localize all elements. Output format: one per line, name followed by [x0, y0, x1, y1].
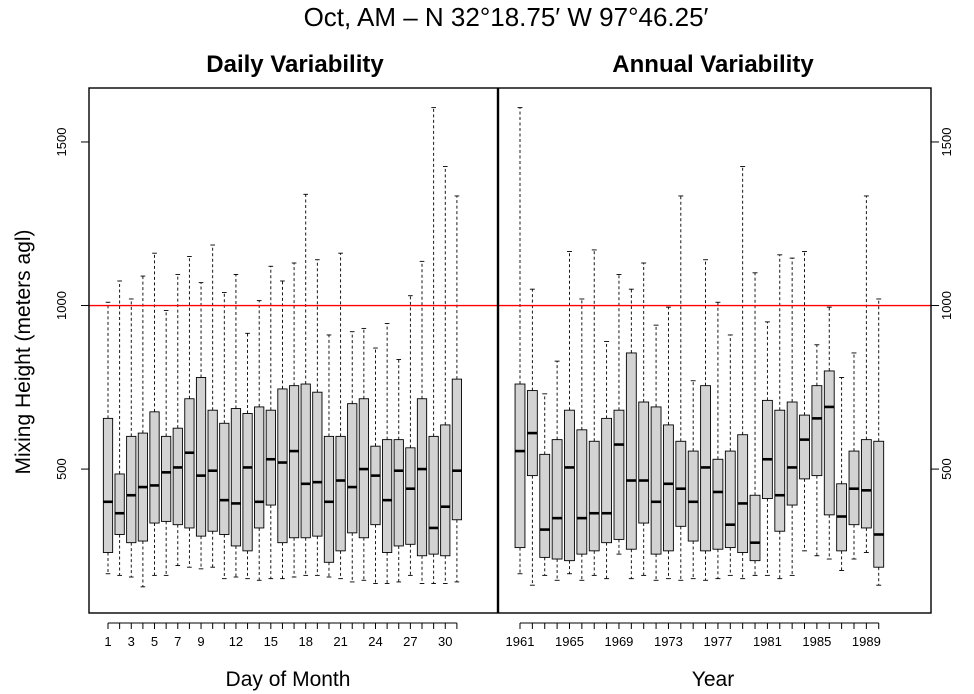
box-annual-1969: [613, 409, 625, 540]
box-daily-7: [172, 427, 183, 526]
x-tick-label-daily-18: 18: [298, 634, 312, 649]
box-daily-3: [126, 435, 137, 544]
x-axis-title-daily: Day of Month: [226, 668, 351, 691]
x-tick-label-annual-1965: 1965: [555, 634, 584, 649]
panel-title-annual: Annual Variability: [612, 51, 814, 78]
box-daily-16: [277, 388, 288, 544]
box-daily-11: [219, 422, 230, 535]
box-annual-1984: [799, 414, 810, 480]
box-annual-1982: [774, 409, 786, 532]
y-tick-label-left-500: 500: [54, 458, 69, 480]
x-tick-label-daily-9: 9: [197, 634, 204, 649]
box-daily-8: [184, 398, 195, 529]
x-tick-label-annual-1977: 1977: [703, 634, 732, 649]
x-tick-label-daily-3: 3: [128, 634, 135, 649]
box-annual-1970: [625, 352, 637, 550]
box-annual-1965: [564, 409, 575, 562]
box-daily-15: [265, 409, 276, 506]
y-tick-label-left-1000: 1000: [54, 291, 69, 320]
y-tick-label-right-500: 500: [939, 458, 954, 480]
box-daily-29: [428, 435, 439, 555]
x-tick-label-daily-30: 30: [438, 634, 452, 649]
box-annual-1981: [762, 399, 773, 499]
box-annual-1975: [687, 450, 699, 542]
x-axis-title-annual: Year: [692, 668, 734, 691]
box-daily-2: [114, 473, 125, 535]
x-tick-label-daily-12: 12: [229, 634, 243, 649]
box-daily-12: [230, 408, 242, 547]
box-annual-1978: [724, 450, 736, 549]
chart-title: Oct, AM – N 32°18.75′ W 97°46.25′: [304, 2, 709, 32]
box-annual-1986: [823, 370, 835, 516]
box-annual-1974: [675, 440, 687, 527]
y-tick-label-right-1000: 1000: [939, 291, 954, 320]
box-daily-13: [242, 413, 253, 552]
y-tick-label-left-1500: 1500: [54, 128, 69, 157]
box-daily-28: [416, 398, 428, 557]
x-tick-label-annual-1985: 1985: [802, 634, 831, 649]
box-annual-1966: [576, 429, 588, 555]
plot-area: 1 3 5 7 9 12 15 18 21 24 27 30 1961 1965 1969 1973 1977 1…: [54, 87, 954, 649]
box-daily-20: [323, 435, 335, 563]
box-annual-1977: [712, 458, 724, 550]
box-daily-31: [451, 378, 463, 521]
plot-frame: [88, 87, 932, 614]
box-annual-1972: [650, 406, 662, 555]
box-annual-1973: [663, 424, 674, 552]
box-daily-22: [347, 403, 358, 534]
x-tick-label-annual-1989: 1989: [852, 634, 881, 649]
box-daily-30: [440, 424, 451, 557]
box-annual-1989: [860, 439, 872, 529]
x-tick-label-daily-7: 7: [174, 634, 181, 649]
box-annual-1979: [737, 434, 749, 553]
box-daily-19: [312, 391, 323, 537]
y-tick-label-right-1500: 1500: [939, 128, 954, 157]
x-tick-label-daily-5: 5: [151, 634, 158, 649]
y-axis-title: Mixing Height (meters agl): [12, 229, 35, 474]
box-annual-1964: [551, 439, 563, 560]
x-tick-label-annual-1973: 1973: [654, 634, 683, 649]
x-tick-label-annual-1969: 1969: [604, 634, 633, 649]
box-annual-1980: [749, 494, 761, 562]
x-tick-label-annual-1961: 1961: [506, 634, 535, 649]
box-annual-1961: [514, 383, 526, 549]
box-annual-1985: [811, 385, 823, 477]
x-tick-label-daily-27: 27: [403, 634, 417, 649]
box-daily-24: [370, 445, 381, 526]
box-daily-17: [288, 385, 300, 539]
box-daily-14: [254, 406, 265, 529]
box-annual-1990: [873, 440, 885, 568]
box-annual-1983: [786, 401, 798, 506]
box-annual-1968: [601, 417, 612, 544]
box-daily-21: [335, 435, 346, 552]
x-tick-label-daily-1: 1: [104, 634, 111, 649]
x-tick-label-daily-21: 21: [333, 634, 347, 649]
box-daily-26: [393, 439, 404, 547]
panel-title-daily: Daily Variability: [206, 51, 384, 78]
x-tick-label-daily-15: 15: [264, 634, 278, 649]
box-annual-1971: [638, 401, 650, 524]
box-daily-5: [149, 411, 160, 524]
box-daily-9: [195, 377, 207, 537]
box-daily-27: [405, 447, 416, 545]
x-tick-label-daily-24: 24: [368, 634, 382, 649]
box-daily-6: [161, 435, 172, 522]
box-daily-1: [102, 417, 114, 553]
box-annual-1963: [539, 453, 551, 558]
box-daily-25: [382, 439, 393, 553]
box-annual-1967: [588, 440, 600, 552]
x-tick-label-annual-1981: 1981: [753, 634, 782, 649]
box-daily-18: [300, 383, 311, 539]
